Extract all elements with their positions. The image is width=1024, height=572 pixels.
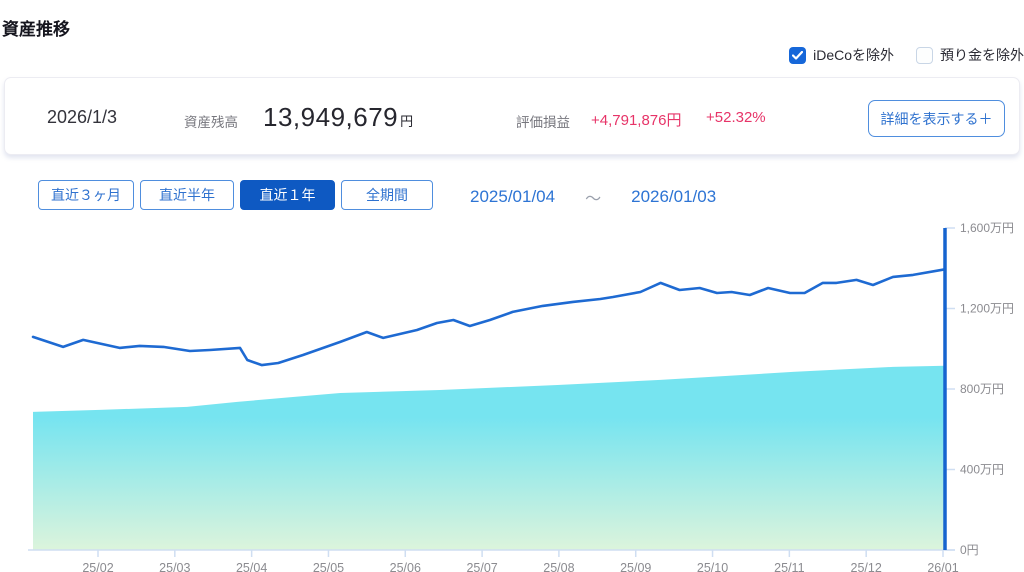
balance-amount: 13,949,679	[263, 102, 399, 132]
date-range-end: 2026/01/03	[631, 187, 717, 206]
deposit-checkbox-label: 預り金を除外	[940, 47, 1024, 63]
y-axis-label: 1,200万円	[960, 302, 1014, 316]
balance-value: 13,949,679 円	[263, 102, 414, 133]
show-details-button[interactable]: 詳細を表示する＋	[868, 100, 1005, 137]
x-axis-label: 25/04	[236, 561, 267, 572]
range-button-3-selected[interactable]: 直近１年	[240, 180, 335, 210]
checkmark-icon	[792, 50, 804, 60]
balance-label: 資産残高	[184, 115, 238, 130]
summary-card: 2026/1/3 資産残高 13,949,679 円 評価損益 +4,791,87…	[4, 77, 1020, 155]
x-axis-label: 25/11	[774, 561, 804, 572]
x-axis-label: 25/10	[697, 561, 728, 572]
y-axis-label: 800万円	[960, 382, 1004, 396]
y-axis-label: 0円	[960, 543, 979, 557]
x-axis-label: 25/09	[620, 561, 651, 572]
y-axis-label: 1,600万円	[960, 221, 1014, 235]
filter-row: iDeCoを除外 預り金を除外	[789, 45, 1024, 65]
balance-unit: 円	[400, 114, 414, 129]
pl-label: 評価損益	[516, 115, 570, 130]
x-axis-label: 25/07	[466, 561, 497, 572]
filter-exclude-deposit[interactable]: 預り金を除外	[916, 45, 1024, 65]
pl-amount: +4,791,876円	[591, 112, 682, 129]
deposit-checkbox[interactable]	[916, 46, 933, 64]
x-axis-label: 25/05	[313, 561, 344, 572]
principal-area-series	[33, 365, 945, 550]
range-button-1[interactable]: 直近３ヶ月	[38, 180, 134, 210]
balance-line-series	[31, 267, 947, 367]
pl-percent: +52.32%	[706, 109, 766, 126]
summary-date: 2026/1/3	[47, 107, 118, 127]
x-axis-label: 25/03	[159, 561, 190, 572]
date-range: 2025/01/04 ～ 2026/01/03	[470, 185, 716, 209]
filter-exclude-ideco[interactable]: iDeCoを除外	[789, 45, 894, 65]
x-axis-label: 25/02	[82, 561, 113, 572]
y-axis-label: 400万円	[960, 463, 1004, 477]
ideco-checkbox-label: iDeCoを除外	[813, 47, 894, 63]
x-axis-label: 25/08	[543, 561, 574, 572]
date-range-start: 2025/01/04	[470, 187, 556, 206]
date-range-tilde: ～	[585, 191, 602, 208]
page-title: 資産推移	[2, 20, 70, 40]
x-axis-label: 25/12	[851, 561, 882, 572]
ideco-checkbox[interactable]	[789, 46, 807, 64]
x-axis-label: 25/06	[390, 561, 421, 572]
range-button-group: 直近３ヶ月 直近半年 直近１年 全期間	[38, 180, 433, 210]
range-button-4[interactable]: 全期間	[341, 180, 433, 210]
x-axis-label: 26/01	[927, 561, 958, 572]
range-button-2[interactable]: 直近半年	[140, 180, 234, 210]
asset-chart[interactable]: 25/02 25/03 25/04 25/05 25/06 25/07 25/08 25/09…	[0, 212, 1024, 572]
